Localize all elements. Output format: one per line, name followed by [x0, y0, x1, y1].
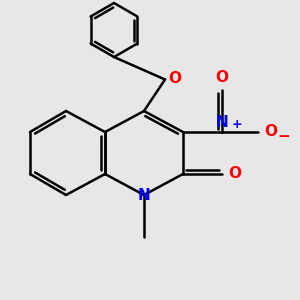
Text: −: − [278, 129, 290, 144]
Text: N: N [138, 188, 150, 202]
Text: +: + [232, 118, 242, 131]
Text: O: O [229, 167, 242, 182]
Text: O: O [169, 70, 182, 86]
Text: N: N [216, 115, 228, 130]
Text: O: O [215, 70, 229, 85]
Text: O: O [265, 124, 278, 140]
